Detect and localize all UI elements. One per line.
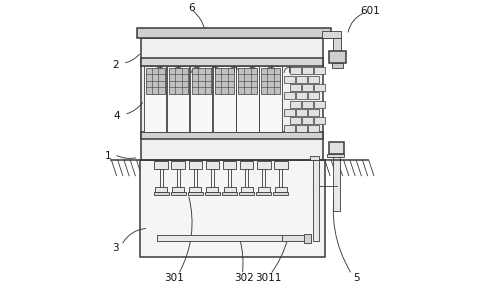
Bar xyxy=(258,187,270,192)
Bar xyxy=(296,109,307,116)
Bar xyxy=(171,162,185,169)
Bar xyxy=(273,192,288,195)
Bar xyxy=(169,67,188,94)
Bar xyxy=(332,63,343,68)
Bar xyxy=(188,192,203,195)
Text: 6: 6 xyxy=(188,3,194,13)
Bar xyxy=(240,187,252,192)
Text: 3: 3 xyxy=(112,243,118,253)
Bar xyxy=(157,235,282,241)
Text: 301: 301 xyxy=(164,273,184,283)
Bar xyxy=(141,132,323,139)
Bar xyxy=(224,187,236,192)
Bar xyxy=(315,67,325,74)
Bar xyxy=(284,92,295,99)
Bar xyxy=(308,92,319,99)
Bar xyxy=(141,38,323,160)
Bar xyxy=(308,109,319,116)
Bar xyxy=(146,67,165,94)
Bar xyxy=(315,101,325,108)
Bar xyxy=(141,58,323,66)
Bar xyxy=(290,117,301,124)
Bar xyxy=(190,66,213,132)
Bar xyxy=(257,162,271,169)
Bar xyxy=(171,192,186,195)
Text: 1: 1 xyxy=(105,151,112,161)
Bar xyxy=(192,67,211,94)
Bar xyxy=(329,142,344,154)
Bar xyxy=(284,109,295,116)
Text: 302: 302 xyxy=(234,273,254,283)
Bar xyxy=(322,31,341,38)
Bar xyxy=(296,92,307,99)
Bar xyxy=(284,76,295,83)
Bar xyxy=(213,66,236,132)
Text: 3011: 3011 xyxy=(255,273,281,283)
Bar xyxy=(290,101,301,108)
Bar xyxy=(302,67,313,74)
Bar xyxy=(155,187,167,192)
Bar xyxy=(304,233,311,243)
Bar xyxy=(222,192,237,195)
Bar xyxy=(205,162,219,169)
Bar xyxy=(260,66,282,132)
Bar xyxy=(302,117,313,124)
Bar xyxy=(282,235,307,241)
Bar xyxy=(290,84,301,91)
Bar xyxy=(137,28,331,38)
Bar xyxy=(310,156,319,160)
Bar xyxy=(315,84,325,91)
Bar xyxy=(296,126,307,132)
Bar xyxy=(154,192,169,195)
Text: 2: 2 xyxy=(113,60,119,70)
Bar xyxy=(140,160,325,257)
Bar xyxy=(238,67,257,94)
Bar xyxy=(296,76,307,83)
Bar xyxy=(215,67,234,94)
Bar xyxy=(302,101,313,108)
Bar xyxy=(290,67,301,74)
Bar xyxy=(308,126,319,132)
Bar xyxy=(205,192,220,195)
Bar xyxy=(333,154,340,211)
Bar xyxy=(284,126,295,132)
Bar xyxy=(206,187,218,192)
Text: 4: 4 xyxy=(114,111,120,121)
Bar xyxy=(256,192,272,195)
Bar xyxy=(223,162,236,169)
Bar xyxy=(329,51,346,63)
Bar xyxy=(315,117,325,124)
Bar xyxy=(189,162,202,169)
Bar xyxy=(327,154,344,157)
Bar xyxy=(333,38,341,52)
Bar xyxy=(144,66,166,132)
Bar xyxy=(308,76,319,83)
Bar xyxy=(189,187,201,192)
Bar xyxy=(172,187,184,192)
Text: 601: 601 xyxy=(360,6,380,16)
Bar xyxy=(239,192,254,195)
Bar xyxy=(240,162,253,169)
Bar xyxy=(167,66,189,132)
Bar xyxy=(154,162,168,169)
Text: 5: 5 xyxy=(353,273,360,283)
Bar xyxy=(236,66,259,132)
Bar xyxy=(274,162,287,169)
Bar xyxy=(261,67,280,94)
Bar xyxy=(313,159,319,241)
Bar xyxy=(275,187,287,192)
Bar xyxy=(302,84,313,91)
